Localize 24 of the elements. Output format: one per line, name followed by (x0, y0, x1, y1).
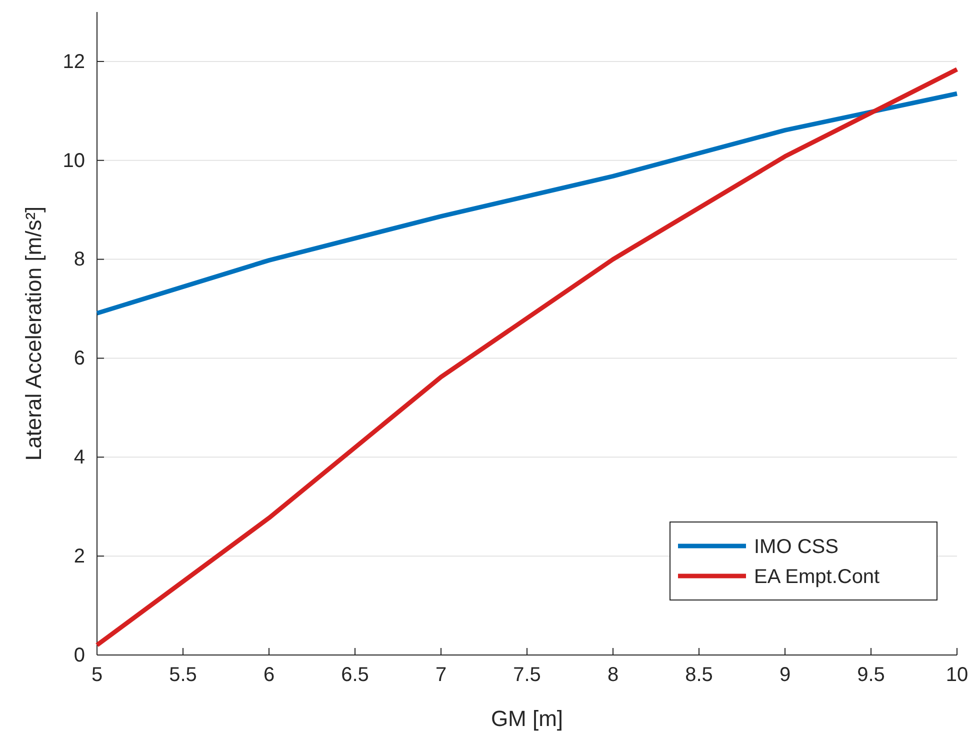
y-tick-label: 12 (62, 50, 85, 73)
x-tick-label: 6.5 (341, 664, 369, 686)
x-tick-label: 8.5 (685, 664, 713, 686)
line-series (94, 67, 960, 648)
x-tick-label: 5 (91, 664, 103, 686)
line-series (94, 91, 960, 316)
legend-label: EA Empt.Cont (754, 566, 880, 588)
x-tick-label: 6 (263, 664, 275, 686)
y-axis-title: Lateral Acceleration [m/s²] (21, 206, 46, 461)
y-tick-label: 6 (74, 348, 85, 370)
y-tick-label: 0 (74, 644, 85, 666)
y-tick-label: 10 (62, 150, 85, 172)
x-tick-label: 8 (607, 664, 619, 686)
y-tick-label: 8 (74, 248, 85, 271)
legend-label: IMO CSS (754, 536, 838, 558)
x-tick-label: 7 (435, 664, 447, 686)
x-tick-label: 10 (946, 664, 968, 686)
x-tick-label: 5.5 (169, 664, 197, 686)
x-tick-label: 7.5 (513, 664, 541, 686)
x-tick-label: 9 (779, 664, 791, 686)
y-tick-label: 2 (74, 545, 85, 568)
x-tick-label: 9.5 (857, 664, 885, 686)
y-tick-label: 4 (74, 446, 85, 469)
x-axis-title: GM [m] (490, 706, 564, 731)
